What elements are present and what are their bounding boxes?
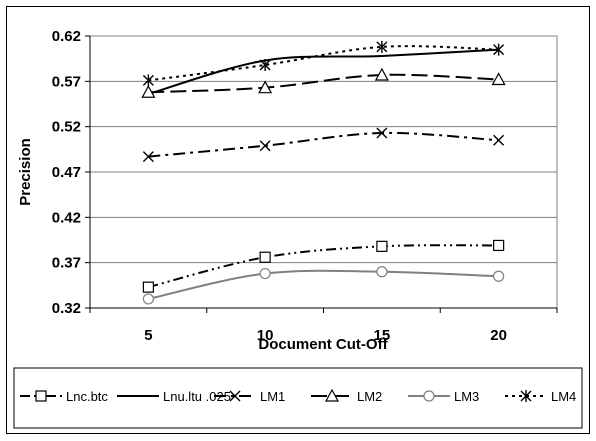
point-lm3 <box>259 267 271 280</box>
point-lm4 <box>142 74 154 87</box>
point-lm1 <box>493 134 505 146</box>
y-tick-label: 0.57 <box>52 73 81 90</box>
x-tick-label: 15 <box>374 327 391 344</box>
y-tick-label: 0.32 <box>52 300 81 317</box>
legend-label-lm3: LM3 <box>454 389 479 404</box>
point-lm2 <box>258 80 273 94</box>
point-lm4 <box>493 43 505 56</box>
legend-label-lnu-ltu-025: Lnu.ltu .025 <box>163 389 231 404</box>
series-line-lm3 <box>148 269 499 300</box>
legend-marker-lm4 <box>520 390 532 402</box>
y-tick-label: 0.37 <box>52 255 81 272</box>
point-lnc-btc <box>493 239 505 252</box>
point-lm4 <box>376 40 388 53</box>
point-lm2 <box>374 67 389 81</box>
legend-label-lm4: LM4 <box>551 389 576 404</box>
legend-label-lm1: LM1 <box>260 389 285 404</box>
legend-label-lnc-btc: Lnc.btc <box>66 389 108 404</box>
point-lm2 <box>141 84 156 98</box>
x-axis-title: Document Cut-Off <box>258 336 388 353</box>
point-lm2 <box>491 72 506 86</box>
point-lm3 <box>142 293 154 305</box>
legend-label-lm2: LM2 <box>357 389 382 404</box>
legend-marker-lm1 <box>229 390 241 402</box>
point-lnc-btc <box>259 251 271 263</box>
series-line-lm2 <box>148 73 499 94</box>
point-lnc-btc <box>376 240 388 252</box>
y-tick-label: 0.42 <box>52 209 81 226</box>
legend-marker-lm2 <box>324 388 340 402</box>
x-tick-label: 5 <box>144 327 152 344</box>
y-tick-label: 0.47 <box>52 164 81 181</box>
x-axis-ticks: 5 10 15 20 <box>89 307 558 344</box>
point-lm1 <box>259 140 271 152</box>
series-line-lm4 <box>148 45 499 82</box>
legend-box <box>13 367 583 429</box>
series-line-lnc-btc <box>148 244 499 289</box>
y-tick-label: 0.62 <box>52 28 81 45</box>
y-tick-label: 0.52 <box>52 119 81 136</box>
legend-marker-lnc-btc <box>35 390 47 402</box>
point-lm3 <box>493 270 505 282</box>
x-tick-label: 20 <box>490 327 507 344</box>
point-lnc-btc <box>142 281 154 293</box>
point-lm4 <box>259 59 271 72</box>
legend: Lnc.btc Lnu.ltu .025 LM1 LM2 LM3 LM4 <box>20 388 576 404</box>
point-lm1 <box>142 151 154 163</box>
y-axis-ticks: 0.32 0.37 0.42 0.47 0.52 0.57 0.62 <box>52 28 91 317</box>
series-line-lnu-ltu-025 <box>148 48 499 95</box>
y-axis-title: Precision <box>17 138 34 206</box>
legend-marker-lm3 <box>423 390 435 402</box>
gridlines <box>90 80 557 264</box>
point-lm1 <box>376 127 388 139</box>
series-lines <box>141 40 506 305</box>
series-line-lm1 <box>148 131 499 158</box>
point-lm3 <box>376 266 388 278</box>
x-tick-label: 10 <box>257 327 274 344</box>
